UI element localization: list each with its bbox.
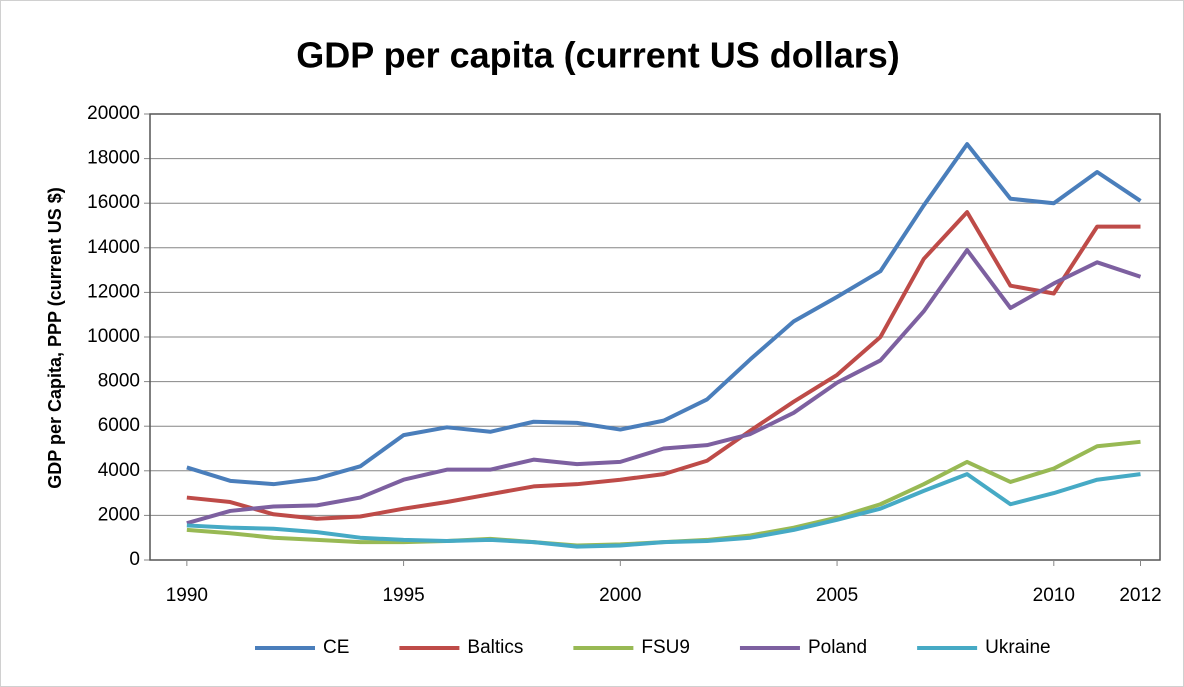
chart-title: GDP per capita (current US dollars) <box>296 35 900 76</box>
plot-frame <box>149 113 1161 561</box>
series-line <box>186 248 1142 526</box>
y-tick-label: 20000 <box>87 103 140 124</box>
y-tick-label: 16000 <box>87 192 140 213</box>
y-tick-label: 2000 <box>98 504 140 525</box>
legend-label: Baltics <box>467 637 523 658</box>
y-tick-label: 14000 <box>87 237 140 258</box>
x-tick-label: 2005 <box>816 585 858 606</box>
y-tick-label: 10000 <box>87 326 140 347</box>
series-line <box>186 210 1141 521</box>
x-tick-label: 2000 <box>599 585 641 606</box>
y-tick-label: 18000 <box>87 148 140 169</box>
y-tick-label: 8000 <box>98 371 140 392</box>
legend-label: Ukraine <box>985 637 1050 658</box>
y-axis-label: GDP per Capita, PPP (current US $) <box>45 187 65 488</box>
x-tick-label: 2010 <box>1033 585 1075 606</box>
y-tick-label: 4000 <box>98 460 140 481</box>
legend-label: CE <box>323 637 349 658</box>
x-tick-label: 1995 <box>382 585 424 606</box>
y-tick-label: 12000 <box>87 281 140 302</box>
x-tick-label: 1990 <box>166 585 208 606</box>
x-tick-label: 2012 <box>1119 585 1161 606</box>
legend-label: Poland <box>808 637 867 658</box>
series-line <box>186 472 1141 549</box>
series-line <box>186 142 1142 487</box>
y-tick-label: 6000 <box>98 415 140 436</box>
y-tick-label: 0 <box>129 549 140 570</box>
legend-label: FSU9 <box>641 637 690 658</box>
